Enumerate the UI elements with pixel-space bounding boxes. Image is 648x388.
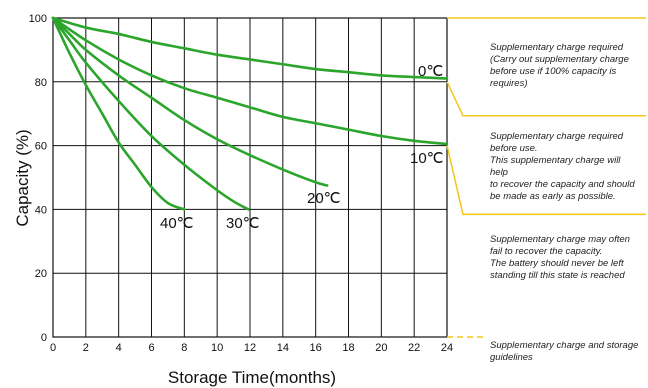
y-tick-label: 0 — [41, 332, 47, 344]
zone-note-line: requires) — [490, 78, 528, 89]
zone-note-line: Supplementary charge required — [490, 131, 624, 142]
series-line-3 — [51, 16, 250, 211]
y-tick-label: 60 — [35, 141, 47, 153]
zone-note-line: before use. — [490, 143, 538, 154]
plot-frame — [52, 17, 448, 338]
zone-note-line: guidelines — [490, 352, 533, 363]
x-tick-label: 16 — [310, 342, 322, 354]
grid — [52, 17, 448, 338]
x-tick-label: 20 — [375, 342, 387, 354]
zone-line — [446, 145, 646, 216]
y-axis-label: Capacity (%) — [13, 129, 32, 226]
x-tick-label: 6 — [148, 342, 154, 354]
series-group: 0℃ 10℃ 20℃ 30℃ 40℃ — [51, 16, 449, 232]
x-tick-label: 0 — [50, 342, 56, 354]
y-tick-label: 80 — [35, 77, 47, 89]
zone-note-line: This supplementary charge will help — [490, 155, 621, 178]
series-line-4 — [51, 16, 186, 211]
zone-note-line: be made as early as possible. — [490, 191, 616, 202]
zone-note-line: (Carry out supplementary charge — [490, 54, 629, 65]
y-tick-label: 100 — [29, 13, 47, 25]
zone-note-line: fail to recover the capacity. — [490, 246, 603, 257]
zone-note-line: before use if 100% capacity is — [490, 66, 617, 77]
zone-boundaries — [446, 17, 646, 338]
x-tick-label: 8 — [181, 342, 187, 354]
series-line-1 — [51, 16, 449, 146]
zone-note-1: Supplementary charge required (Carry out… — [490, 42, 640, 90]
x-axis-label: Storage Time(months) — [168, 368, 336, 387]
zone-note-line: to recover the capacity and should — [490, 179, 635, 190]
x-tick-label: 14 — [277, 342, 289, 354]
zone-note-3: Supplementary charge may often fail to r… — [490, 234, 640, 282]
zone-note-2: Supplementary charge required before use… — [490, 131, 640, 203]
x-tick-label: 10 — [211, 342, 223, 354]
series-label: 0℃ — [418, 63, 443, 80]
series-label: 20℃ — [307, 190, 341, 207]
x-tick-label: 22 — [408, 342, 420, 354]
zone-note-line: standing till this state is reached — [490, 270, 625, 281]
zone-note-line: Supplementary charge may often — [490, 234, 630, 245]
series-line-2 — [51, 16, 329, 187]
y-tick-label: 20 — [35, 268, 47, 280]
y-tick-label: 40 — [35, 204, 47, 216]
x-tick-label: 4 — [116, 342, 122, 354]
zone-line — [446, 81, 646, 117]
series-label: 10℃ — [410, 150, 444, 167]
x-tick-label: 18 — [342, 342, 354, 354]
zone-note-line: Supplementary charge and storage — [490, 340, 639, 351]
x-tick-label: 12 — [244, 342, 256, 354]
zone-note-4: Supplementary charge and storage guideli… — [490, 340, 640, 364]
series-line-0 — [51, 16, 449, 80]
series-label: 30℃ — [226, 215, 260, 232]
x-tick-label: 24 — [441, 342, 453, 354]
x-tick-label: 2 — [83, 342, 89, 354]
series-label: 40℃ — [160, 215, 194, 232]
zone-note-line: Supplementary charge required — [490, 42, 624, 53]
zone-note-line: The battery should never be left — [490, 258, 624, 269]
